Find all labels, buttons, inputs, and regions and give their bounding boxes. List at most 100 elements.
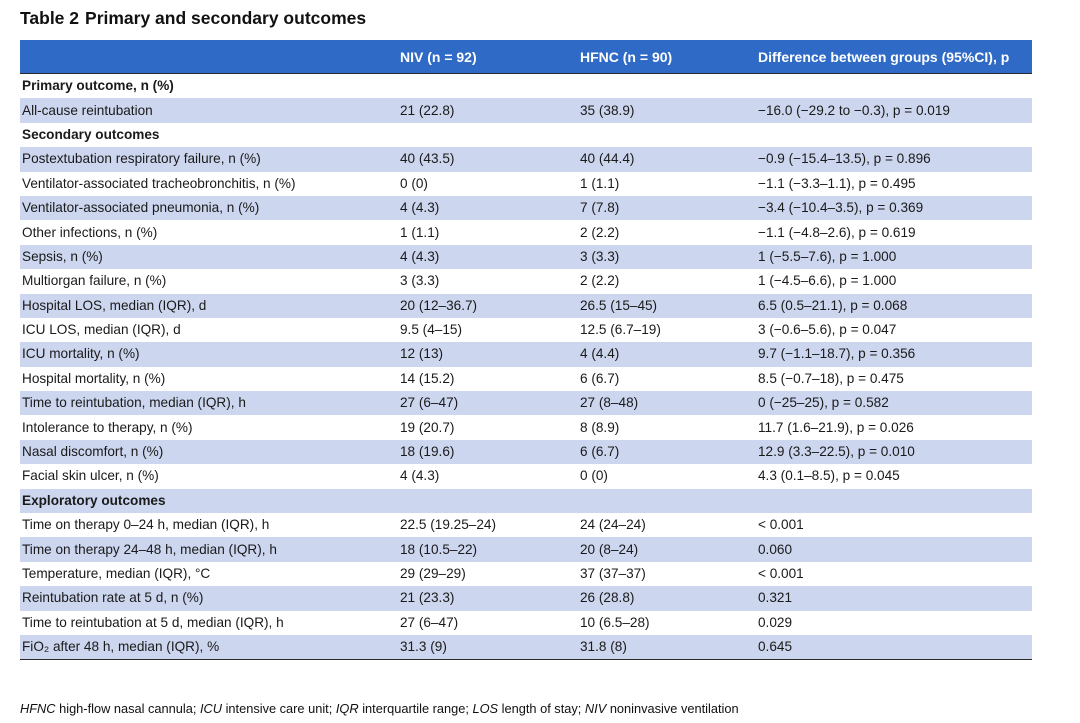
table-row: Multiorgan failure, n (%) 3 (3.3) 2 (2.2) 1… xyxy=(20,269,1032,293)
difference-value: 4.3 (0.1–8.5), p = 0.045 xyxy=(758,468,900,484)
difference-value: −1.1 (−3.3–1.1), p = 0.495 xyxy=(758,175,916,191)
footnote-definition: high-flow nasal cannula xyxy=(59,701,193,716)
difference-value: 0.029 xyxy=(758,614,793,630)
table-header-row: NIV (n = 92) HFNC (n = 90) Difference be… xyxy=(20,40,1032,74)
row-label: ICU mortality, n (%) xyxy=(20,342,398,367)
difference-value: < 0.001 xyxy=(758,517,804,533)
hfnc-value: 1 (1.1) xyxy=(580,175,620,191)
row-label: Multiorgan failure, n (%) xyxy=(22,273,167,289)
hfnc-value: 20 (8–24) xyxy=(578,537,756,562)
niv-value: 4 (4.3) xyxy=(398,244,578,270)
table-row: Hospital mortality, n (%) 14 (15.2) 6 (6.7… xyxy=(20,367,1032,391)
row-label: Ventilator-associated pneumonia, n (%) xyxy=(20,195,398,221)
table-row: ICU mortality, n (%) 12 (13) 4 (4.4) 9.7 (−… xyxy=(20,342,1032,367)
hfnc-value: 27 (8–48) xyxy=(578,391,756,416)
niv-value: 0 (0) xyxy=(400,175,428,191)
row-label: Ventilator-associated tracheobronchitis,… xyxy=(22,175,296,191)
difference-value: 8.5 (−0.7–18), p = 0.475 xyxy=(758,370,904,386)
difference-value: 1 (−4.5–6.6), p = 1.000 xyxy=(758,273,897,289)
hfnc-value: 6 (6.7) xyxy=(580,370,620,386)
difference-value: −1.1 (−4.8–2.6), p = 0.619 xyxy=(758,224,916,240)
niv-value: 40 (43.5) xyxy=(398,147,578,172)
footnote-definition: intensive care unit xyxy=(225,701,329,716)
row-label: Facial skin ulcer, n (%) xyxy=(22,468,159,484)
niv-value: 12 (13) xyxy=(398,342,578,367)
hfnc-value: 3 (3.3) xyxy=(578,244,756,270)
table-number: Table 2 xyxy=(20,8,80,28)
difference-value: 0.645 xyxy=(756,634,1032,661)
section-label: Secondary outcomes xyxy=(22,126,160,142)
niv-value: 29 (29–29) xyxy=(400,566,466,581)
difference-value: 6.5 (0.5–21.1), p = 0.068 xyxy=(756,293,1032,318)
column-header-difference: Difference between groups (95%CI), p xyxy=(756,40,1032,74)
outcomes-table: NIV (n = 92) HFNC (n = 90) Difference be… xyxy=(20,40,1032,661)
footnote-abbreviation: IQR xyxy=(335,701,359,716)
column-header-hfnc: HFNC (n = 90) xyxy=(578,40,756,74)
table-row: Reintubation rate at 5 d, n (%) 21 (23.3)… xyxy=(20,586,1032,611)
footnote-definition: interquartile range xyxy=(362,701,466,716)
table-row: ICU LOS, median (IQR), d 9.5 (4–15) 12.5 (… xyxy=(20,318,1032,342)
difference-value: 0.060 xyxy=(756,537,1032,562)
niv-value: 18 (10.5–22) xyxy=(398,537,578,562)
row-label: Hospital LOS, median (IQR), d xyxy=(20,293,398,318)
difference-value: 0 (−25–25), p = 0.582 xyxy=(756,391,1032,416)
hfnc-value: 2 (2.2) xyxy=(580,224,620,240)
footnote-abbreviation: HFNC xyxy=(20,701,56,716)
section-label: Primary outcome, n (%) xyxy=(20,73,1032,99)
row-label: Other infections, n (%) xyxy=(22,224,158,240)
niv-value: 1 (1.1) xyxy=(400,224,440,240)
row-label: Postextubation respiratory failure, n (%… xyxy=(20,147,398,172)
row-label: Time to reintubation at 5 d, median (IQR… xyxy=(22,614,284,630)
niv-value: 14 (15.2) xyxy=(400,370,455,386)
table-row: Time on therapy 24–48 h, median (IQR), h… xyxy=(20,537,1032,562)
section-header-row: Primary outcome, n (%) xyxy=(20,73,1032,99)
difference-value: −16.0 (−29.2 to −0.3), p = 0.019 xyxy=(756,98,1032,123)
hfnc-value: 37 (37–37) xyxy=(580,566,646,581)
niv-value: 18 (19.6) xyxy=(398,439,578,465)
hfnc-value: 2 (2.2) xyxy=(580,273,620,289)
row-label: Time to reintubation, median (IQR), h xyxy=(20,391,398,416)
table-title: Table 2 Primary and secondary outcomes xyxy=(20,8,366,29)
table-row: Postextubation respiratory failure, n (%… xyxy=(20,147,1032,172)
table-row: All-cause reintubation 21 (22.8) 35 (38.9)… xyxy=(20,98,1032,123)
hfnc-value: 31.8 (8) xyxy=(578,634,756,661)
section-header-row: Exploratory outcomes xyxy=(20,488,1032,514)
niv-value: 21 (22.8) xyxy=(398,98,578,123)
niv-value: 3 (3.3) xyxy=(400,273,440,289)
hfnc-value: 35 (38.9) xyxy=(578,98,756,123)
difference-value: 0.321 xyxy=(756,586,1032,611)
section-label: Exploratory outcomes xyxy=(20,488,1032,514)
table-caption: Primary and secondary outcomes xyxy=(85,8,367,28)
hfnc-value: 6 (6.7) xyxy=(578,439,756,465)
niv-value: 31.3 (9) xyxy=(398,634,578,661)
hfnc-value: 0 (0) xyxy=(580,468,608,484)
hfnc-value: 4 (4.4) xyxy=(578,342,756,367)
table-row: Facial skin ulcer, n (%) 4 (4.3) 0 (0) 4.3 … xyxy=(20,464,1032,488)
niv-value: 27 (6–47) xyxy=(400,614,459,630)
table-row: Time on therapy 0–24 h, median (IQR), h 2… xyxy=(20,513,1032,537)
footnote-abbreviation: LOS xyxy=(472,701,499,716)
row-label: Nasal discomfort, n (%) xyxy=(20,439,398,465)
niv-value: 21 (23.3) xyxy=(398,586,578,611)
hfnc-value: 26.5 (15–45) xyxy=(578,293,756,318)
row-label: Reintubation rate at 5 d, n (%) xyxy=(20,586,398,611)
hfnc-value: 8 (8.9) xyxy=(580,419,620,435)
difference-value: 1 (−5.5–7.6), p = 1.000 xyxy=(756,244,1032,270)
difference-value: 12.9 (3.3–22.5), p = 0.010 xyxy=(756,439,1032,465)
table-row: Time to reintubation at 5 d, median (IQR… xyxy=(20,611,1032,635)
difference-value: 9.7 (−1.1–18.7), p = 0.356 xyxy=(756,342,1032,367)
difference-value: 3 (−0.6–5.6), p = 0.047 xyxy=(758,322,897,338)
row-label: All-cause reintubation xyxy=(20,98,398,123)
column-header-label xyxy=(20,40,398,74)
table-row: Other infections, n (%) 1 (1.1) 2 (2.2) −1.… xyxy=(20,220,1032,244)
difference-value: −3.4 (−10.4–3.5), p = 0.369 xyxy=(756,195,1032,221)
table-row: Nasal discomfort, n (%) 18 (19.6) 6 (6.7) 1… xyxy=(20,439,1032,465)
table-row: FiO₂ after 48 h, median (IQR), % 31.3 (9)… xyxy=(20,634,1032,661)
table-footnote: HFNC high-flow nasal cannula; ICU intens… xyxy=(20,701,739,716)
footnote-abbreviation: ICU xyxy=(199,701,223,716)
table-row: Hospital LOS, median (IQR), d 20 (12–36.7… xyxy=(20,293,1032,318)
row-label: ICU LOS, median (IQR), d xyxy=(22,322,181,338)
hfnc-value: 12.5 (6.7–19) xyxy=(580,322,661,338)
table-row: Sepsis, n (%) 4 (4.3) 3 (3.3) 1 (−5.5–7.6),… xyxy=(20,244,1032,270)
